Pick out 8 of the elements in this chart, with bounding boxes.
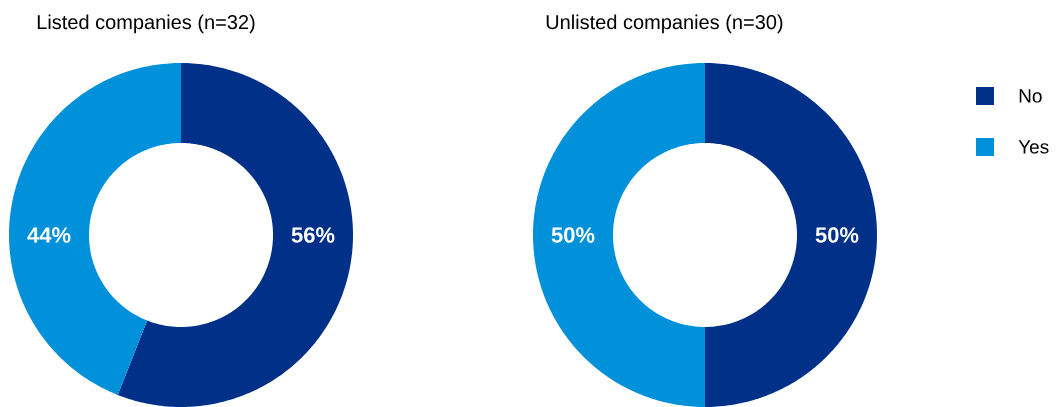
data-label: 50% <box>815 227 859 243</box>
data-label: 44% <box>27 227 71 243</box>
data-label: 56% <box>291 227 335 243</box>
chart-title: Unlisted companies (n=30) <box>546 14 783 34</box>
data-label: 50% <box>551 227 595 243</box>
chart-title: Listed companies (n=32) <box>37 14 255 34</box>
legend-label: No <box>1019 89 1042 103</box>
legend-label: Yes <box>1018 140 1049 154</box>
